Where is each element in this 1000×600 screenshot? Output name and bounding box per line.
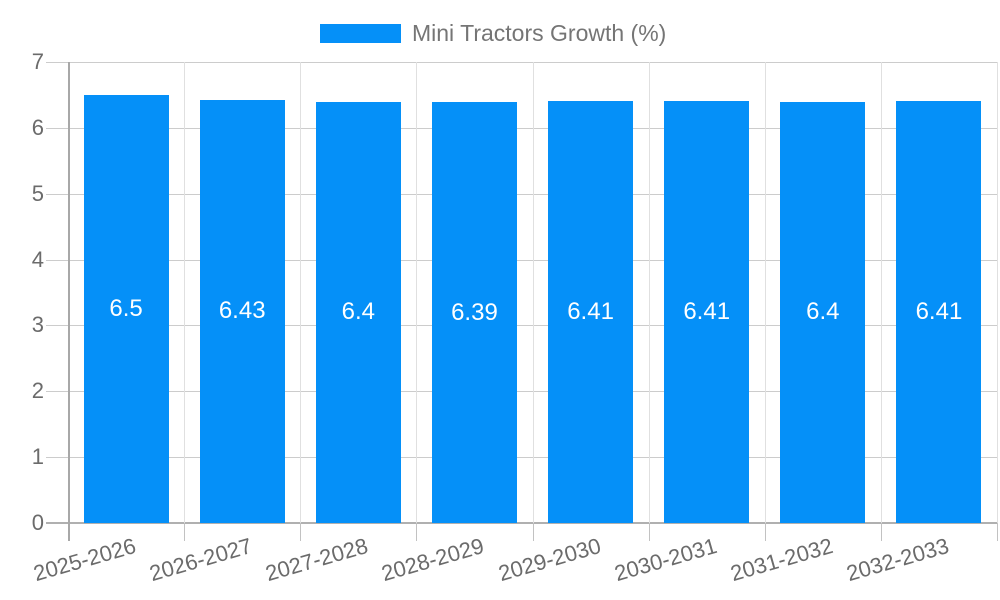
v-gridline	[648, 62, 650, 523]
y-tick-label: 4	[31, 246, 44, 272]
bar[interactable]	[780, 101, 866, 523]
axis-tick	[997, 523, 998, 541]
legend-label: Mini Tractors Growth (%)	[412, 20, 667, 46]
axis-tick	[764, 523, 766, 541]
v-gridline	[764, 62, 766, 523]
axis-tick	[880, 523, 882, 541]
bar-value-label: 6.41	[567, 297, 614, 325]
bar[interactable]	[315, 101, 401, 523]
y-tick-label: 3	[31, 312, 44, 338]
h-gridline	[46, 193, 997, 195]
bar-value-label: 6.41	[683, 297, 731, 325]
h-gridline	[46, 325, 997, 327]
v-gridline	[416, 62, 418, 523]
y-tick-label: 5	[31, 180, 44, 206]
axis-tick	[416, 523, 418, 541]
y-tick-label: 7	[31, 49, 44, 74]
chart-legend: Mini Tractors Growth (%)	[320, 20, 666, 47]
v-gridline	[997, 62, 998, 523]
bar-value-label: 6.4	[341, 298, 375, 326]
legend-item[interactable]: Mini Tractors Growth (%)	[320, 20, 666, 47]
bar-value-label: 6.5	[109, 294, 143, 322]
axis-tick	[300, 523, 302, 541]
h-gridline	[46, 391, 997, 393]
h-gridline	[46, 259, 997, 261]
y-tick-label: 2	[31, 378, 44, 404]
bar[interactable]	[431, 102, 517, 523]
y-tick-label: 1	[31, 444, 44, 470]
bar-value-label: 6.4	[806, 298, 840, 326]
y-tick-label: 6	[31, 114, 44, 140]
v-gridline	[532, 62, 534, 523]
v-gridline	[880, 62, 882, 523]
v-gridline	[300, 62, 302, 523]
axis-tick	[184, 523, 186, 541]
bar-value-label: 6.43	[218, 297, 266, 325]
bar[interactable]	[548, 100, 634, 523]
bar-value-label: 6.39	[451, 298, 498, 326]
axis-tick	[648, 523, 650, 541]
v-gridline	[184, 62, 186, 523]
axis-tick	[532, 523, 534, 541]
bar-value-label: 6.41	[915, 297, 963, 325]
h-gridline	[46, 457, 997, 459]
y-axis-line	[68, 62, 70, 541]
legend-swatch	[320, 24, 401, 43]
y-tick-label: 0	[31, 510, 44, 535]
bar[interactable]	[199, 99, 285, 523]
h-gridline	[46, 127, 997, 129]
bar[interactable]	[664, 100, 750, 523]
bar[interactable]	[896, 100, 982, 523]
x-axis-line	[46, 522, 997, 524]
h-gridline	[46, 62, 997, 63]
bar[interactable]	[83, 94, 169, 523]
